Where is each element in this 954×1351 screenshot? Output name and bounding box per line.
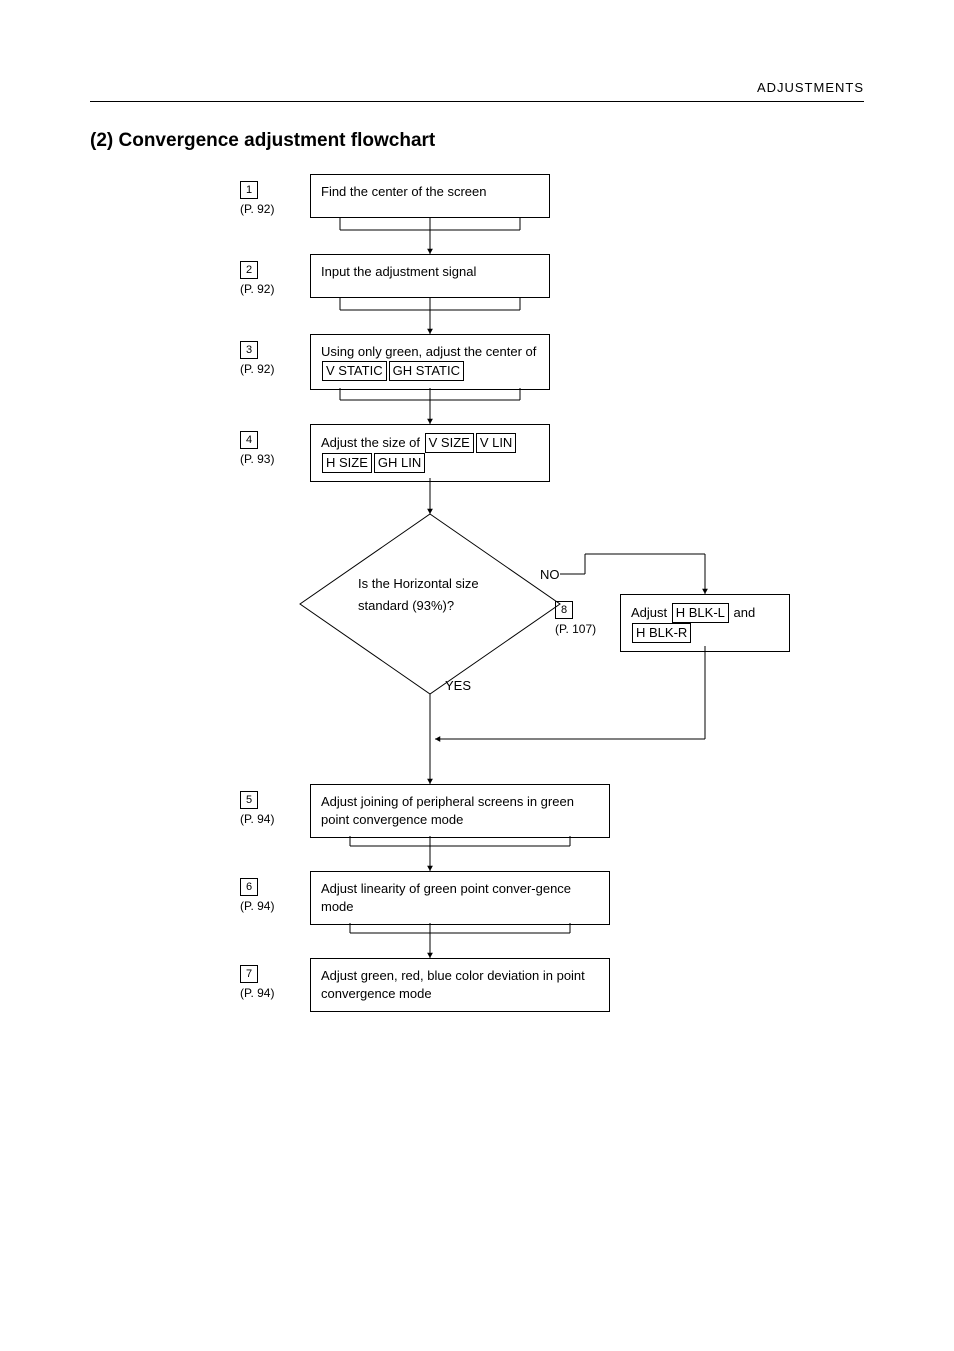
decision-q1: Is the Horizontal size [358,576,479,591]
step2-box: Input the adjustment signal [310,254,550,298]
step2-num: 2 (P. 92) [240,260,310,296]
step8-num: 8 (P. 107) [555,600,625,636]
step7-num: 7 (P. 94) [240,964,310,1000]
header-label: ADJUSTMENTS [90,80,864,95]
step5-box: Adjust joining of peripheral screens in … [310,784,610,838]
step4-box: Adjust the size of V SIZEV LIN H SIZEGH … [310,424,550,482]
step8-box: Adjust H BLK-L and H BLK-R [620,594,790,652]
step6-num: 6 (P. 94) [240,877,310,913]
step1-box: Find the center of the screen [310,174,550,218]
step4-num: 4 (P. 93) [240,430,310,466]
decision-q2: standard (93%)? [358,598,454,613]
step3-num: 3 (P. 92) [240,340,310,376]
flowchart-canvas: 1 (P. 92) Find the center of the screen … [90,174,864,1174]
step5-num: 5 (P. 94) [240,790,310,826]
step7-box: Adjust green, red, blue color deviation … [310,958,610,1012]
decision-no: NO [540,567,560,582]
step3-box: Using only green, adjust the center of V… [310,334,550,390]
section-title: (2) Convergence adjustment flowchart [90,130,864,152]
step6-box: Adjust linearity of green point conver-g… [310,871,610,925]
decision-yes: YES [445,678,471,693]
header-rule [90,101,864,102]
step1-num: 1 (P. 92) [240,180,310,216]
